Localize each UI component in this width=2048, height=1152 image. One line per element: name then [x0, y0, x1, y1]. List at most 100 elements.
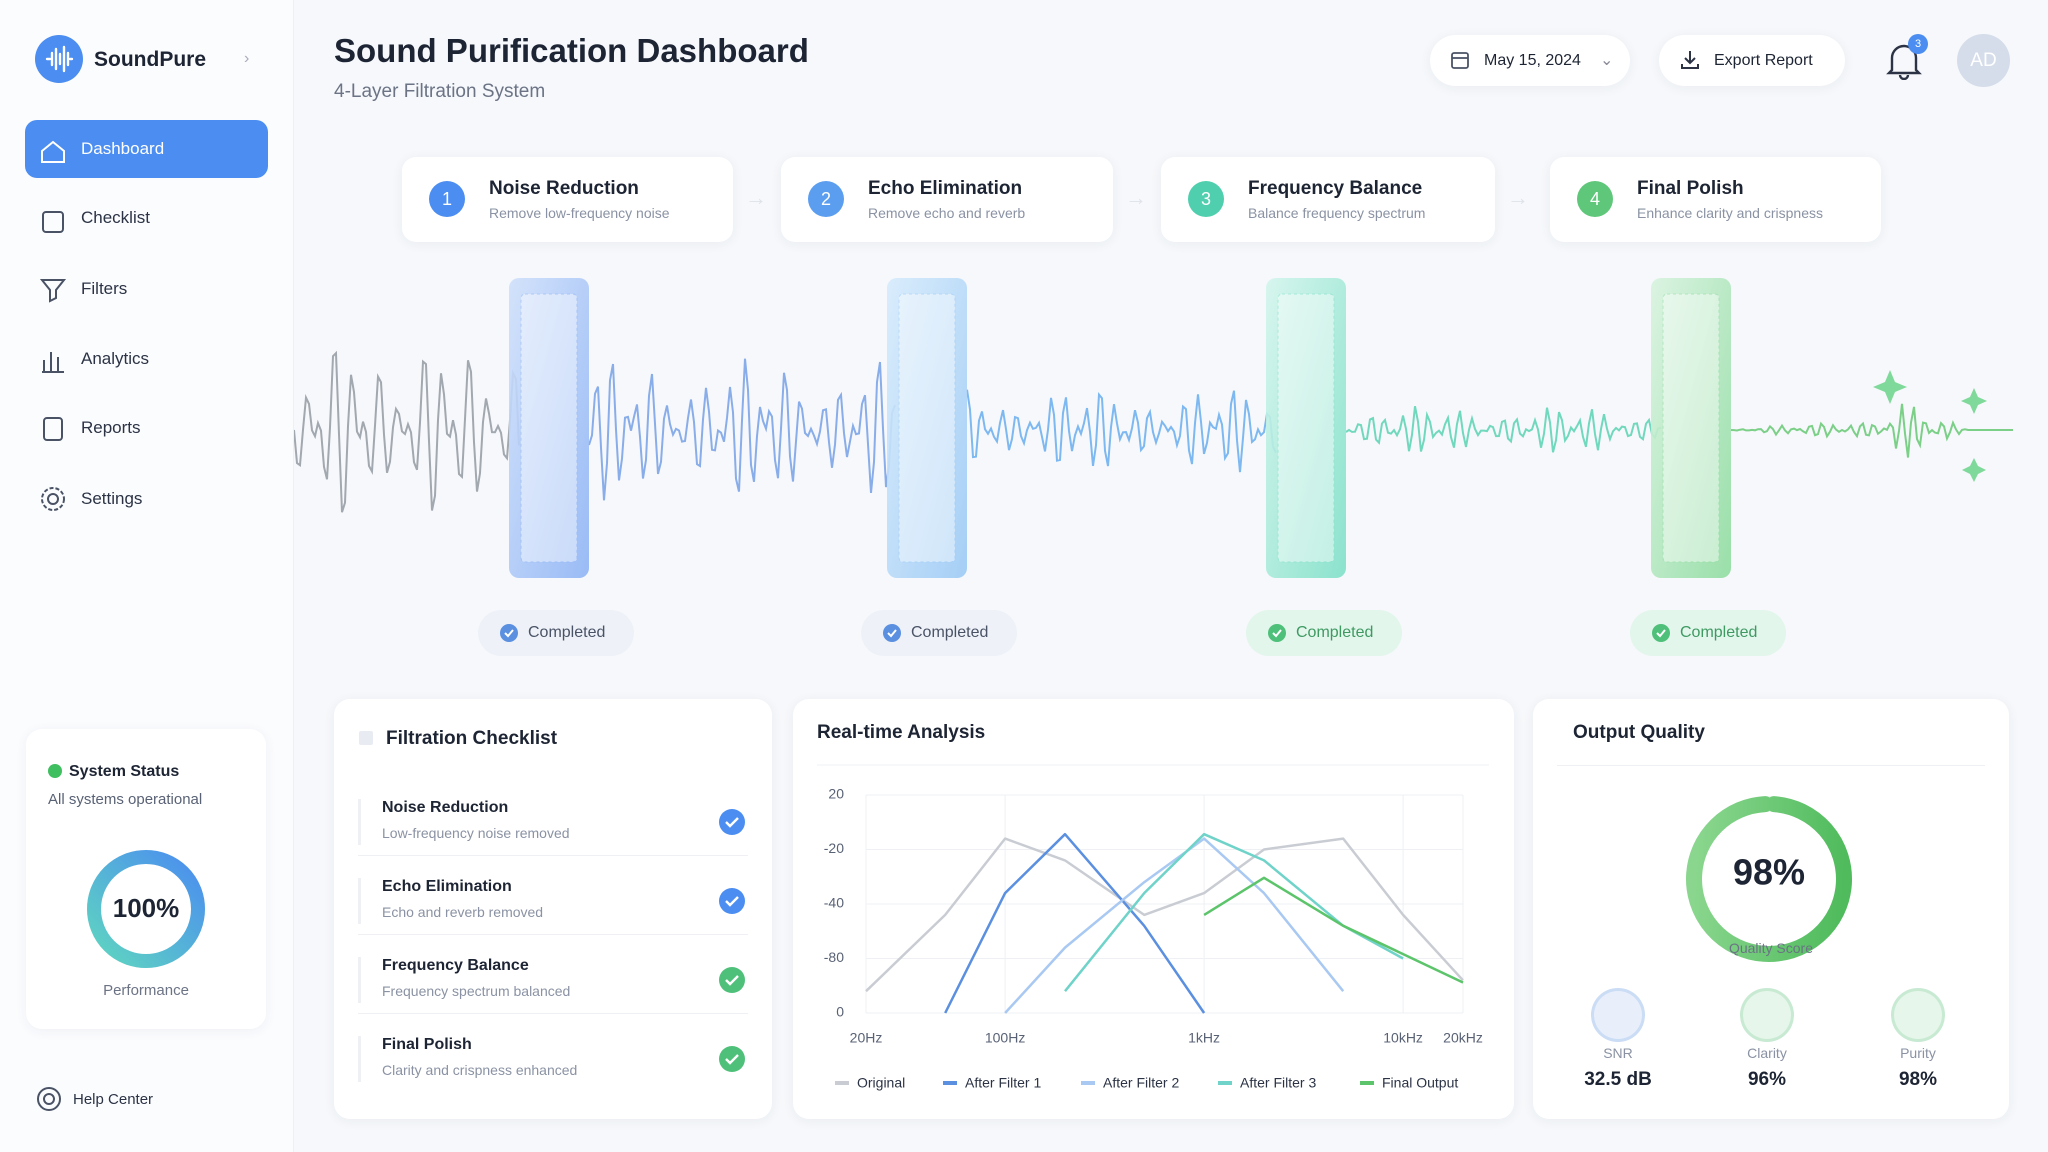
waveform [588, 358, 896, 501]
step-subtitle: Enhance clarity and crispness [1637, 205, 1823, 221]
item-title: Echo Elimination [382, 878, 512, 895]
sparkle [1873, 370, 1907, 404]
x-tick-label: 10kHz [1383, 1030, 1423, 1046]
legend-label: After Filter 2 [1103, 1075, 1179, 1091]
filter-mesh [520, 293, 578, 563]
analysis-card: Real-time Analysis 20 -20 -40 -80 0 20Hz 100Hz 1… [793, 699, 1514, 1119]
x-tick-label: 20Hz [850, 1030, 883, 1046]
item-check [719, 967, 745, 993]
check [725, 975, 739, 986]
nav-item[interactable]: Settings [81, 489, 143, 508]
check-bg [500, 624, 518, 642]
quality-gauge: 98% [1686, 796, 1852, 962]
checklist-title: Filtration Checklist [386, 728, 558, 749]
check-bg [719, 1046, 745, 1072]
waveform [1730, 403, 2013, 458]
step-subtitle: Remove echo and reverb [868, 205, 1026, 221]
y-tick-label: -20 [824, 840, 844, 856]
date: May 15, 2024 [1484, 51, 1581, 69]
sparkle [1962, 458, 1986, 482]
download-icon [1681, 51, 1699, 69]
item-bar [358, 957, 361, 1003]
item-title: Final Polish [382, 1036, 472, 1053]
status-dot [48, 764, 62, 778]
item-title: Frequency Balance [382, 957, 529, 974]
date-picker[interactable]: May 15, 2024 ⌄ [1430, 35, 1630, 86]
step-number: 2 [808, 181, 844, 217]
divider [358, 934, 748, 935]
step-card: 2 Echo Elimination Remove echo and reverb [781, 157, 1113, 242]
check [1272, 629, 1282, 638]
status-pill: Completed [1246, 610, 1402, 656]
quality-caption: Quality Score [1728, 940, 1814, 956]
ring-arc [1686, 796, 1852, 962]
performance-caption: Performance [103, 982, 189, 999]
notification-badge: 3 [1908, 34, 1928, 54]
check [725, 817, 739, 828]
avatar[interactable]: AD [1957, 34, 2010, 87]
export-button[interactable]: Export Report [1659, 35, 1845, 86]
step-number: 1 [429, 181, 465, 217]
x-tick-label: 100Hz [985, 1030, 1025, 1046]
nav-item[interactable]: Analytics [81, 349, 150, 368]
checklist-icon [359, 731, 373, 745]
item-check [719, 888, 745, 914]
y-tick-label: -40 [824, 895, 844, 911]
y-tick-label: 20 [828, 786, 844, 802]
legend-label: After Filter 3 [1240, 1075, 1316, 1091]
check [725, 1054, 739, 1065]
step-card: 3 Frequency Balance Balance frequency spec… [1161, 157, 1495, 242]
quality-value: 98% [1733, 852, 1805, 893]
output-quality-card: Output Quality 98% Quality Score SNR 32.5… [1533, 699, 2009, 1119]
check-icon [1652, 624, 1670, 642]
nav-icons [39, 140, 67, 511]
step-title: Noise Reduction [489, 178, 639, 199]
ring-arc [87, 850, 205, 968]
metric-icon [1891, 988, 1945, 1042]
item-subtitle: Echo and reverb removed [382, 904, 544, 920]
filter-mesh [1277, 293, 1335, 563]
nav-item[interactable]: Filters [81, 279, 128, 298]
item-check [719, 1046, 745, 1072]
step-title: Final Polish [1637, 178, 1744, 199]
series-line [865, 837, 1464, 993]
check-bg [719, 809, 745, 835]
system-status-card: System Status All systems operational 10… [26, 729, 266, 1029]
filter-frame [1266, 278, 1346, 578]
metric-name: SNR [1603, 1045, 1633, 1061]
legend-label: Final Output [1382, 1075, 1458, 1091]
step-subtitle: Balance frequency spectrum [1248, 205, 1426, 221]
checklist-card: Filtration Checklist Noise Reduction Low-… [334, 699, 772, 1119]
check-bg [1268, 624, 1286, 642]
check-bg [1652, 624, 1670, 642]
check-icon [883, 624, 901, 642]
check [504, 629, 514, 638]
calendar-icon [1451, 52, 1469, 69]
step-title: Echo Elimination [868, 178, 1023, 199]
series-line [944, 832, 1206, 1014]
check-icon [500, 624, 518, 642]
bell[interactable] [1886, 40, 1922, 80]
nav-item[interactable]: Dashboard [25, 120, 268, 178]
check [1656, 629, 1666, 638]
help-center[interactable]: Help Center [73, 1091, 154, 1108]
collapse[interactable]: › [244, 50, 250, 67]
nav-item[interactable]: Checklist [81, 208, 150, 227]
item-bar [358, 799, 361, 845]
item-subtitle: Low-frequency noise removed [382, 825, 570, 841]
step-number: 3 [1188, 181, 1224, 217]
metric-value: 32.5 dB [1584, 1069, 1652, 1090]
check-icon [1268, 624, 1286, 642]
series-line [1203, 876, 1464, 984]
status-pill: Completed [1630, 610, 1786, 656]
step-arrow: → [745, 185, 767, 210]
check [725, 896, 739, 907]
chevron: ⌄ [1600, 52, 1614, 69]
nav-item[interactable]: Reports [81, 418, 141, 437]
performance-ring: 100% [87, 850, 205, 968]
x-tick-label: 20kHz [1443, 1030, 1483, 1046]
metric-icon [1740, 988, 1794, 1042]
check-bg [719, 967, 745, 993]
item-check [719, 809, 745, 835]
